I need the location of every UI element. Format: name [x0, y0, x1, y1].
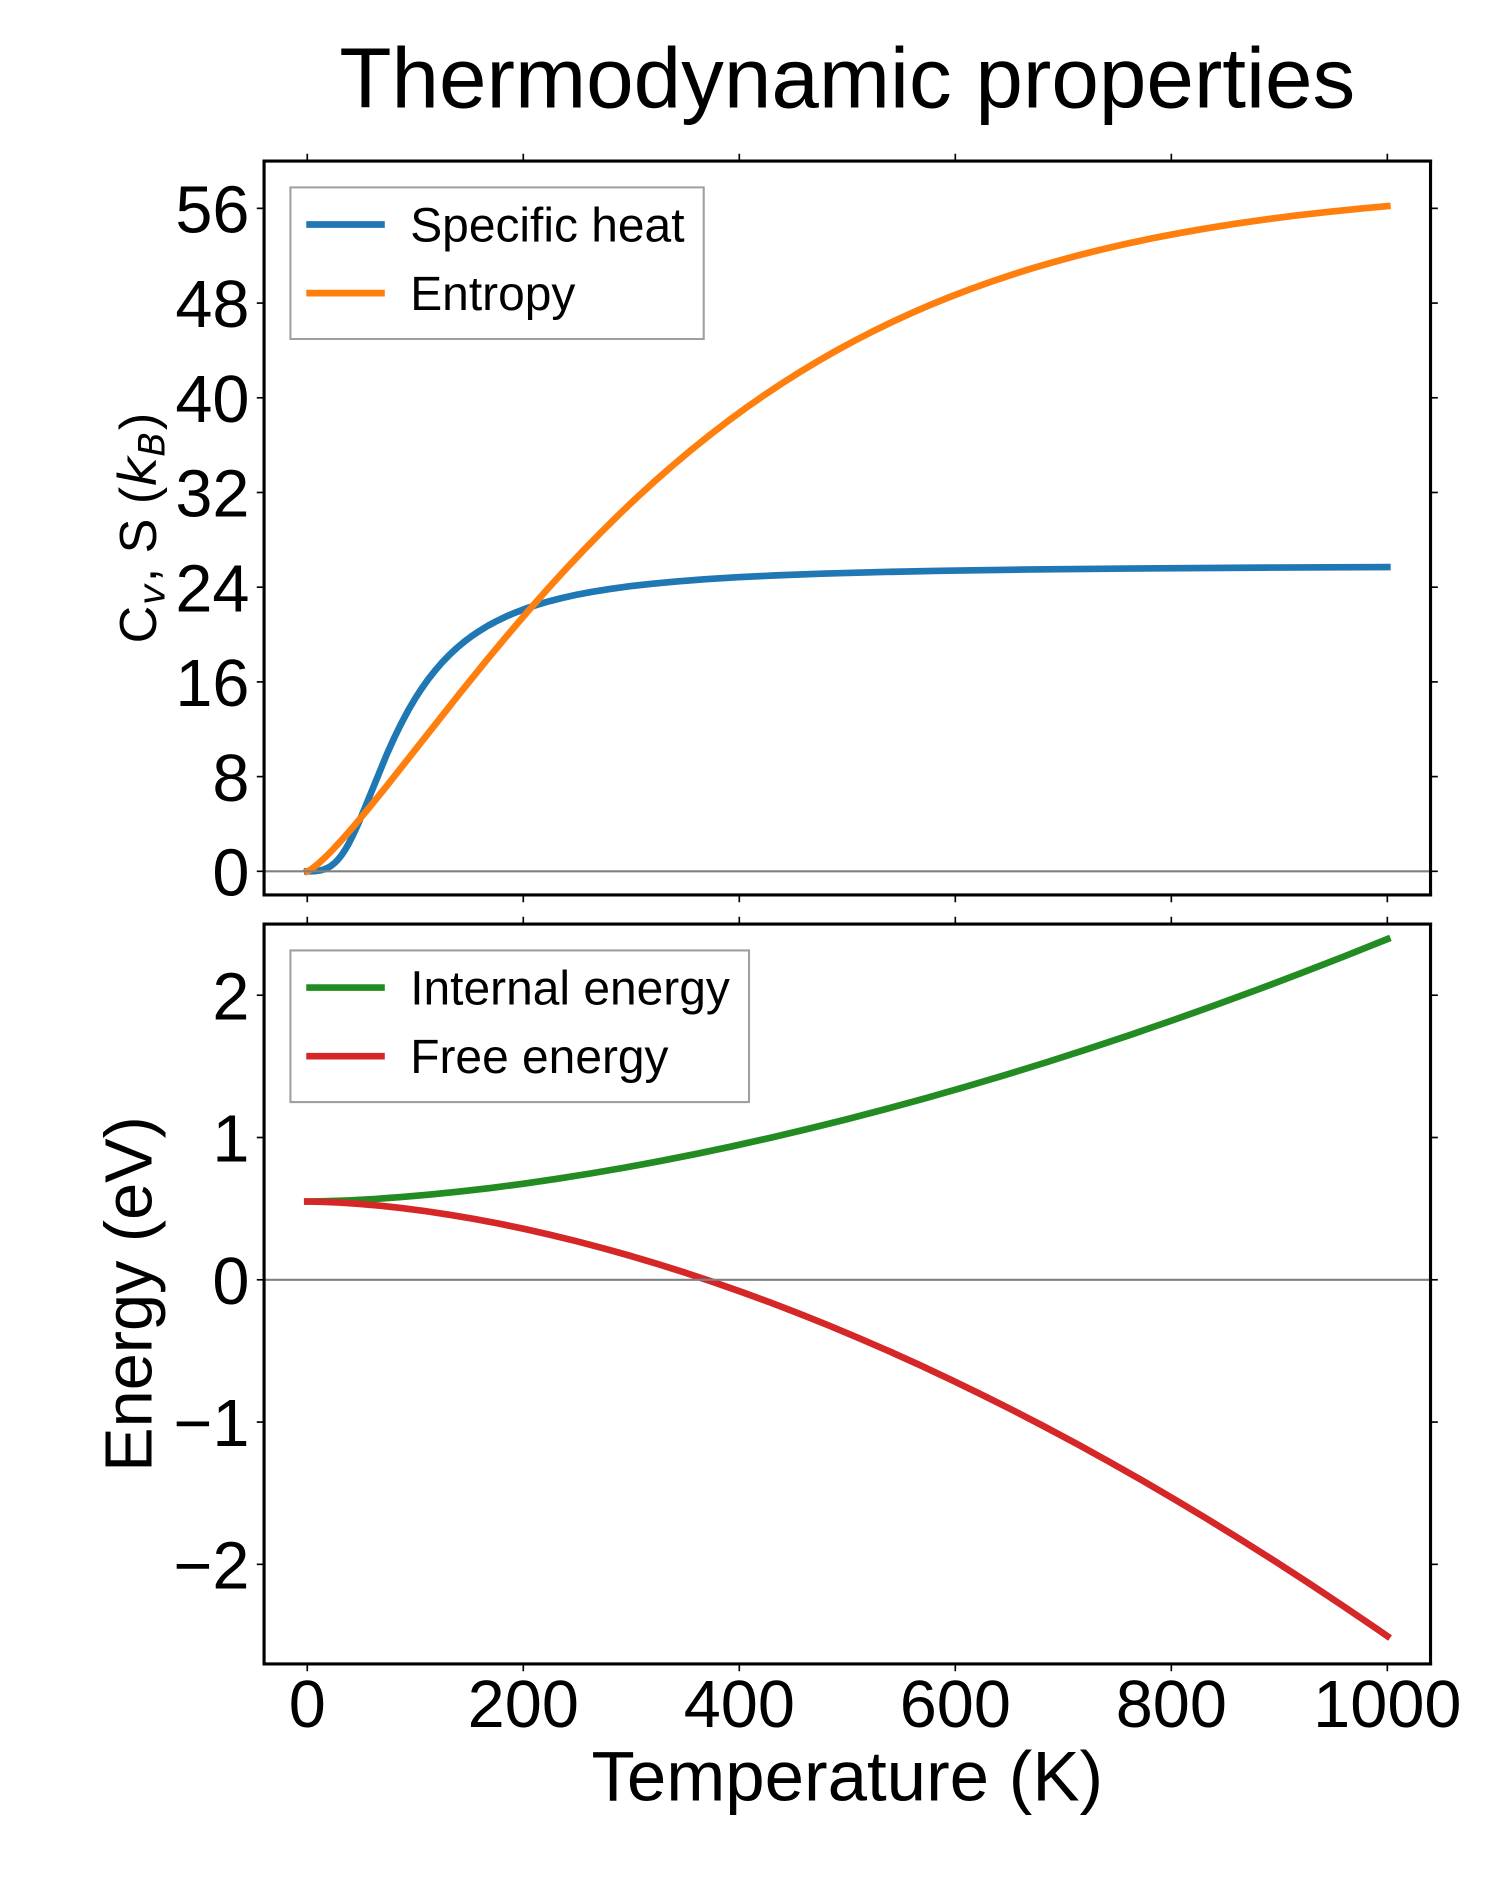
svg-text:Temperature (K): Temperature (K) — [591, 1737, 1103, 1816]
svg-text:Energy (eV): Energy (eV) — [92, 1116, 166, 1472]
svg-text:600: 600 — [900, 1668, 1011, 1742]
svg-text:Internal energy: Internal energy — [410, 962, 730, 1015]
svg-text:400: 400 — [684, 1668, 795, 1742]
svg-text:1000: 1000 — [1313, 1668, 1461, 1742]
svg-text:32: 32 — [175, 458, 249, 532]
svg-text:800: 800 — [1116, 1668, 1227, 1742]
svg-text:48: 48 — [175, 268, 249, 342]
svg-text:2: 2 — [212, 960, 249, 1034]
svg-text:−1: −1 — [173, 1387, 249, 1461]
svg-text:0: 0 — [212, 1245, 249, 1319]
svg-text:Free energy: Free energy — [410, 1031, 668, 1084]
svg-text:1: 1 — [212, 1103, 249, 1177]
svg-text:0: 0 — [289, 1668, 326, 1742]
svg-text:Thermodynamic properties: Thermodynamic properties — [339, 32, 1355, 127]
svg-text:−2: −2 — [173, 1530, 249, 1604]
svg-text:24: 24 — [175, 552, 249, 626]
svg-text:200: 200 — [468, 1668, 579, 1742]
svg-text:Entropy: Entropy — [410, 268, 575, 321]
svg-text:56: 56 — [175, 174, 249, 248]
svg-text:8: 8 — [212, 742, 249, 816]
svg-text:40: 40 — [175, 363, 249, 437]
svg-text:0: 0 — [212, 836, 249, 910]
svg-text:Specific heat: Specific heat — [410, 199, 684, 252]
svg-text:16: 16 — [175, 647, 249, 721]
